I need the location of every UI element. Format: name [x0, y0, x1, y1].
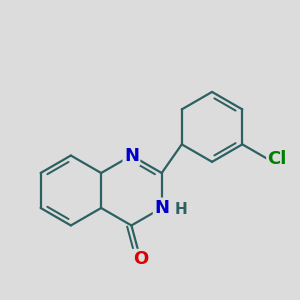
Text: Cl: Cl: [268, 150, 287, 168]
Text: H: H: [175, 202, 187, 217]
Text: N: N: [154, 199, 169, 217]
Text: N: N: [124, 146, 139, 164]
Text: O: O: [133, 250, 148, 268]
